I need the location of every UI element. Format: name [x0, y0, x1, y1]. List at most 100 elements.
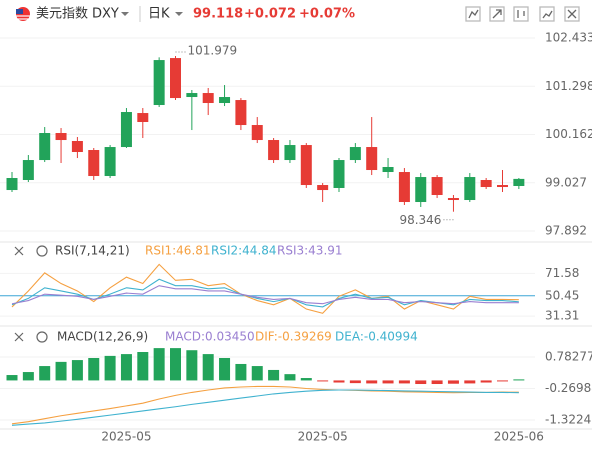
candle-body — [186, 93, 198, 98]
tool-icon[interactable] — [465, 6, 481, 22]
tool-icon[interactable] — [489, 6, 505, 22]
y-tick-label: 101.298 — [545, 79, 592, 93]
macd-bar — [120, 354, 132, 381]
change: +0.072 — [244, 7, 296, 22]
candle-body — [480, 180, 492, 188]
macd-bar — [366, 380, 378, 384]
symbol-code[interactable]: DXY — [92, 7, 119, 22]
legend-entry: MACD:0.03450 — [165, 330, 255, 344]
macd-bar — [268, 369, 280, 381]
macd-bar — [333, 380, 345, 383]
candle-body — [39, 133, 51, 161]
macd-bar — [464, 380, 476, 384]
dropdown-icon[interactable] — [175, 12, 183, 16]
macd-bar — [415, 380, 427, 385]
annotation: 98.346 — [399, 213, 441, 227]
candle-body — [317, 185, 329, 191]
macd-bar — [317, 380, 329, 382]
macd-bar — [349, 380, 361, 384]
candle-body — [497, 185, 508, 188]
candle-body — [251, 125, 263, 141]
y-tick-label: -0.26984 — [545, 381, 592, 395]
candle-body — [333, 160, 345, 188]
macd-bar — [219, 357, 231, 381]
macd-bar — [513, 379, 525, 381]
candle-body — [153, 60, 165, 106]
candle-body — [415, 177, 427, 203]
macd-bar — [104, 355, 116, 381]
y-tick-label: 99.027 — [545, 175, 587, 189]
legend-entry: RSI1:46.81 — [145, 244, 211, 258]
macd-bar — [447, 380, 459, 384]
candle-body — [6, 178, 18, 191]
settings-icon[interactable] — [36, 245, 48, 257]
x-tick-label: 2025-05 — [298, 430, 348, 444]
candle-body — [137, 113, 149, 123]
x-tick-label: 2025-06 — [494, 430, 544, 444]
macd-bar — [382, 380, 394, 384]
flag-icon — [16, 7, 30, 21]
tool-icon[interactable] — [539, 6, 555, 22]
x-tick-label: 2025-05 — [101, 430, 151, 444]
candle-body — [284, 145, 296, 161]
macd-bar — [300, 378, 312, 381]
candle-body — [268, 140, 280, 161]
macd-bar — [398, 380, 410, 384]
panel-title: MACD(12,26,9) — [57, 330, 148, 344]
tool-icon[interactable] — [513, 6, 529, 22]
period[interactable]: 日K — [148, 7, 170, 22]
macd-bar — [22, 372, 34, 381]
macd-bar — [480, 380, 492, 383]
y-tick-label: 102.433 — [545, 31, 592, 45]
candle-body — [464, 177, 476, 201]
legend-entry: RSI3:43.91 — [277, 244, 343, 258]
macd-bar — [251, 366, 263, 381]
macd-bar — [284, 374, 296, 381]
candle-body — [382, 167, 394, 173]
y-tick-label: 71.58 — [545, 266, 579, 280]
macd-bar — [235, 363, 247, 381]
y-tick-label: 50.45 — [545, 288, 579, 302]
indicator-line — [11, 285, 519, 305]
macd-bar — [170, 348, 181, 381]
macd-bar — [431, 380, 443, 385]
macd-bar — [55, 361, 67, 381]
close-icon[interactable] — [14, 246, 24, 256]
y-tick-label: 31.31 — [545, 309, 579, 323]
close-icon[interactable] — [564, 6, 580, 22]
dropdown-icon[interactable] — [121, 12, 129, 16]
panel-title: RSI(7,14,21) — [55, 244, 130, 258]
settings-icon[interactable] — [36, 331, 48, 343]
indicator-line — [11, 385, 519, 425]
macd-bar — [71, 360, 83, 381]
macd-bar — [153, 348, 165, 381]
y-tick-label: 100.162 — [545, 127, 592, 141]
macd-bar — [497, 380, 508, 382]
candle-body — [104, 147, 116, 177]
candle-body — [349, 147, 361, 161]
legend-entry: DIF:-0.39269 — [255, 330, 332, 344]
macd-bar — [202, 354, 214, 381]
macd-bar — [39, 366, 51, 381]
candle-body — [170, 58, 181, 99]
candle-body — [71, 140, 83, 153]
close-icon[interactable] — [14, 332, 24, 342]
candle-body — [22, 160, 34, 181]
symbol-name[interactable]: 美元指数 — [36, 7, 88, 22]
candle-body — [366, 147, 378, 171]
price: 99.118 — [193, 7, 243, 22]
candle-body — [235, 100, 247, 126]
indicator-line — [11, 389, 519, 426]
candle-body — [447, 198, 459, 201]
candle-body — [202, 93, 214, 104]
change-pct: +0.07% — [299, 7, 355, 22]
panel-icons — [14, 245, 48, 343]
toolbar — [465, 6, 580, 22]
candle-body — [300, 145, 312, 186]
candle-body — [398, 172, 410, 203]
y-tick-label: 0.78277 — [545, 350, 592, 364]
macd-bar — [6, 375, 18, 381]
y-tick-label: -1.32245 — [545, 412, 592, 426]
